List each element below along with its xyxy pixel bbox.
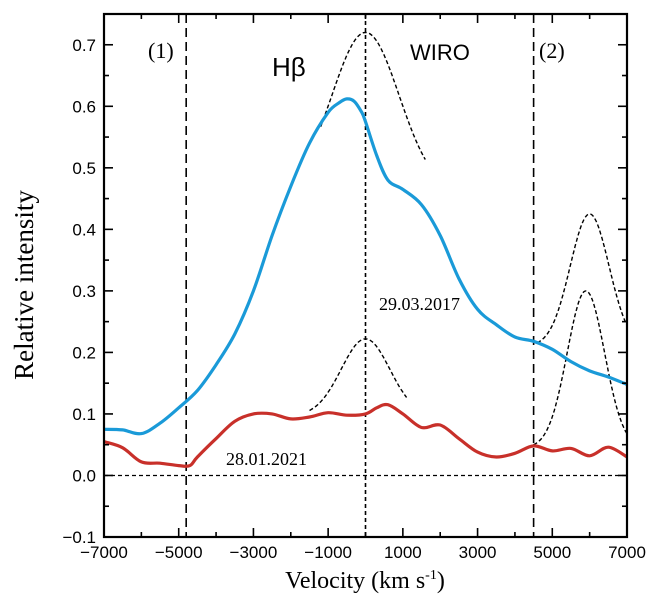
x-tick-label: 7000 <box>608 543 646 562</box>
label-h-beta: Hβ <box>272 52 306 82</box>
axes: −7000 −5000 −3000 −1000 1000 3000 5000 7000 −0.1… <box>62 12 646 562</box>
y-axis-title: Relative intensity <box>9 190 39 380</box>
series-line-2021 <box>104 402 627 468</box>
y-tick-label: 0.4 <box>72 220 96 239</box>
x-tick-label: −3000 <box>230 543 278 562</box>
y-tick-label: 0.6 <box>72 97 96 116</box>
y-tick-label: 0.3 <box>72 282 96 301</box>
y-tick-label: 0.5 <box>72 159 96 178</box>
label-region-2: (2) <box>539 38 565 63</box>
x-tick-label: 3000 <box>459 543 497 562</box>
y-tick-label: −0.1 <box>62 528 96 547</box>
y-tick-label: 0.0 <box>72 466 96 485</box>
x-tick-label: 1000 <box>384 543 422 562</box>
y-tick-label: 0.7 <box>72 36 96 55</box>
label-region-1: (1) <box>148 38 174 63</box>
gaussian-fit-3 <box>537 213 627 344</box>
x-tick-label: −7000 <box>80 543 128 562</box>
y-tick-label: 0.1 <box>72 405 96 424</box>
series-line-2017 <box>104 97 627 436</box>
label-date-2021: 28.01.2021 <box>226 449 307 469</box>
label-instrument: WIRO <box>410 40 470 65</box>
label-date-2017: 29.03.2017 <box>379 294 460 314</box>
gaussian-fit-2 <box>309 338 408 412</box>
x-axis-title: Velocity (km s-1) <box>285 568 445 594</box>
x-tick-label: −1000 <box>304 543 352 562</box>
y-tick-label: 0.2 <box>72 343 96 362</box>
x-tick-label: 5000 <box>533 543 571 562</box>
gaussian-fit-4 <box>533 290 627 446</box>
x-tick-label: −5000 <box>155 543 203 562</box>
